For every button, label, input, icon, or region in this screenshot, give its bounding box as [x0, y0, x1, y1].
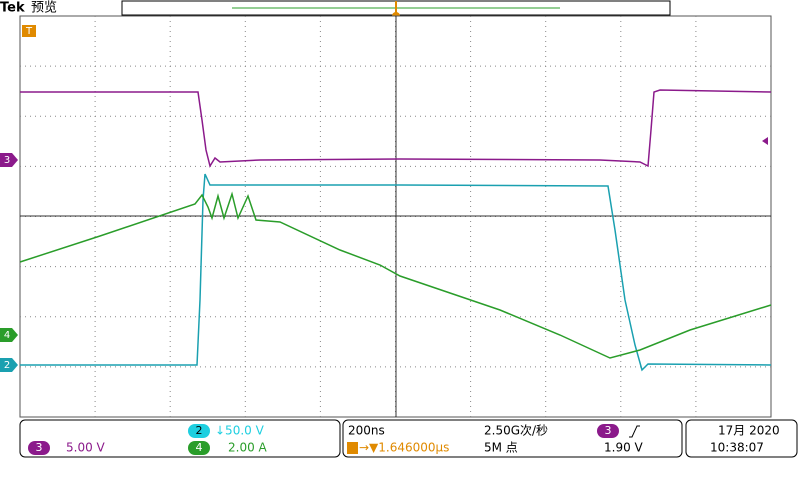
channel-panel — [19, 419, 341, 458]
ch3-badge — [28, 441, 50, 455]
sample-rate: 2.50G次/秒 — [484, 424, 548, 438]
time: 10:38:07 — [710, 441, 764, 455]
trigger-delay: →▼1.646000µs — [359, 441, 449, 455]
trigger-slope — [629, 425, 640, 438]
ch2-marker-label: 2 — [4, 360, 10, 371]
trigger-source: 3 — [605, 424, 612, 437]
trigger-level-marker — [762, 137, 768, 145]
ch3-marker — [0, 153, 18, 167]
ch3-marker-label: 3 — [4, 155, 10, 166]
clock-panel — [685, 419, 798, 458]
trigger-marker-label: T — [25, 26, 33, 37]
ch4-scale: 2.00 A — [228, 441, 268, 455]
ch4-badge — [188, 441, 210, 455]
brand: Tek — [0, 1, 25, 16]
trigger-delay-icon — [347, 442, 358, 454]
trigger-source-badge — [597, 424, 619, 438]
trigger-level: 1.90 V — [604, 441, 644, 455]
ch3-scale: 5.00 V — [66, 441, 106, 455]
ch2-marker — [0, 358, 18, 372]
mode: 预览 — [31, 0, 57, 16]
record-length: 5M 点 — [484, 441, 518, 455]
ch4-marker — [0, 328, 18, 342]
ch2-badge-label: 2 — [196, 424, 203, 437]
ch4-badge-label: 4 — [196, 441, 203, 454]
ch3-trace — [20, 89, 772, 168]
trigger-marker — [22, 25, 36, 37]
ch2-trace — [20, 173, 772, 372]
ch4-trace — [19, 191, 772, 359]
ch4-marker-label: 4 — [4, 330, 10, 341]
timebase: 200ns — [348, 424, 385, 438]
date: 17月 2020 — [718, 424, 780, 438]
ch3-badge-label: 3 — [36, 441, 43, 454]
ch2-scale: ↓50.0 V — [215, 424, 265, 438]
ch2-badge — [188, 424, 210, 438]
